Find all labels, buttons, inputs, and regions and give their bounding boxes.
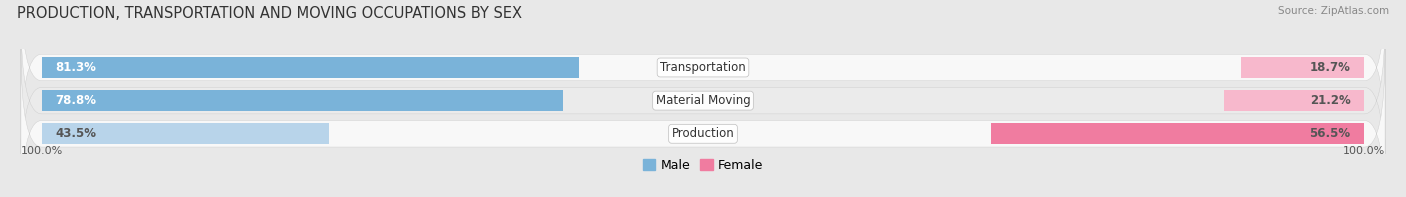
Text: 81.3%: 81.3% xyxy=(55,61,96,74)
Bar xyxy=(1240,57,1364,78)
Text: 56.5%: 56.5% xyxy=(1309,127,1351,140)
Text: Production: Production xyxy=(672,127,734,140)
FancyBboxPatch shape xyxy=(21,0,1385,154)
Text: Transportation: Transportation xyxy=(661,61,745,74)
Text: 21.2%: 21.2% xyxy=(1310,94,1351,107)
Text: 18.7%: 18.7% xyxy=(1310,61,1351,74)
Text: 100.0%: 100.0% xyxy=(1343,146,1385,156)
Legend: Male, Female: Male, Female xyxy=(638,154,768,177)
FancyBboxPatch shape xyxy=(21,48,1385,197)
Text: Material Moving: Material Moving xyxy=(655,94,751,107)
Text: 100.0%: 100.0% xyxy=(21,146,63,156)
Bar xyxy=(42,57,579,78)
Bar xyxy=(42,90,562,111)
Text: Source: ZipAtlas.com: Source: ZipAtlas.com xyxy=(1278,6,1389,16)
Bar xyxy=(991,124,1364,144)
Text: 43.5%: 43.5% xyxy=(55,127,97,140)
Text: PRODUCTION, TRANSPORTATION AND MOVING OCCUPATIONS BY SEX: PRODUCTION, TRANSPORTATION AND MOVING OC… xyxy=(17,6,522,21)
FancyBboxPatch shape xyxy=(21,14,1385,187)
Bar xyxy=(1225,90,1364,111)
Text: 78.8%: 78.8% xyxy=(55,94,97,107)
Bar xyxy=(42,124,329,144)
